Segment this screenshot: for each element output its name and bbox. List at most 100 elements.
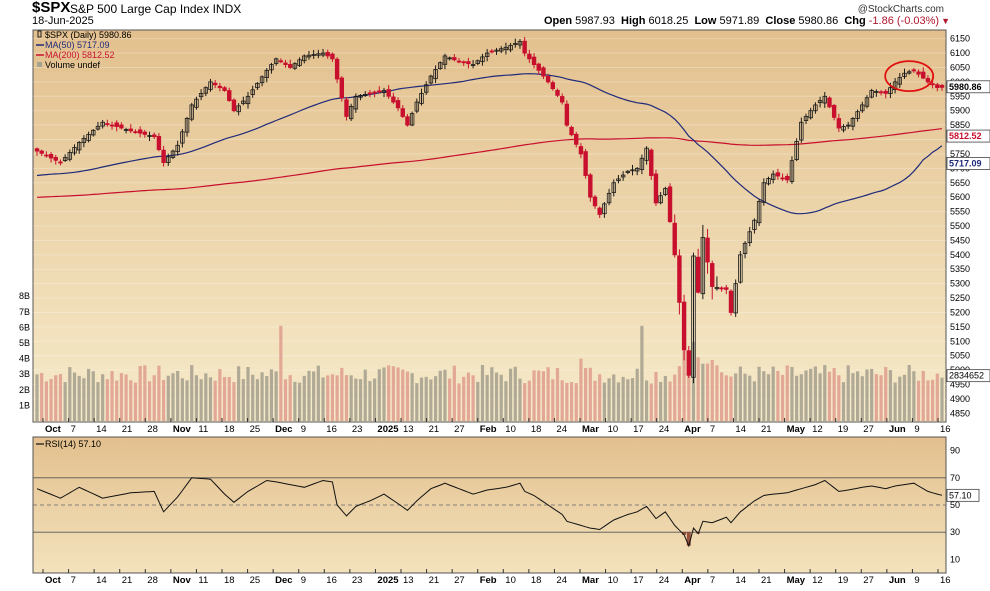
candle-body bbox=[203, 87, 209, 94]
x-tick-label: 12 bbox=[812, 575, 823, 586]
candle-body bbox=[367, 92, 373, 95]
volume-bar bbox=[251, 374, 255, 421]
candle-body bbox=[109, 124, 115, 127]
volume-bar bbox=[448, 378, 452, 421]
volume-bar bbox=[466, 372, 470, 421]
candle-body bbox=[142, 131, 148, 135]
volume-bar bbox=[377, 369, 381, 421]
volume-bar bbox=[916, 380, 921, 421]
candle-body bbox=[499, 48, 504, 52]
volume-bar bbox=[44, 381, 48, 421]
x-tick-label: 27 bbox=[454, 575, 465, 586]
volume-bar bbox=[63, 382, 67, 421]
x-tick-label: 25 bbox=[250, 424, 261, 435]
volume-bar bbox=[701, 363, 705, 421]
volume-bar bbox=[283, 379, 288, 421]
price-tick-label: 5950 bbox=[950, 91, 970, 101]
volume-bar bbox=[673, 374, 677, 421]
price-tick-label: 5250 bbox=[950, 293, 970, 303]
candle-body bbox=[325, 52, 330, 57]
ma50-value-tag-box bbox=[946, 157, 990, 170]
volume-bar bbox=[546, 367, 550, 421]
candle-body bbox=[574, 133, 579, 145]
candle-body bbox=[672, 222, 677, 256]
candle-body bbox=[644, 147, 649, 161]
candle-body bbox=[250, 89, 255, 95]
candle-body bbox=[269, 64, 274, 71]
candle-body bbox=[588, 174, 593, 198]
volume-bar bbox=[152, 375, 156, 421]
x-tick-label: 24 bbox=[659, 424, 670, 435]
volume-bar bbox=[921, 370, 925, 421]
volume-bar bbox=[677, 366, 682, 421]
candle-body bbox=[921, 71, 926, 79]
candle-body bbox=[813, 104, 818, 112]
x-tick-label: 18 bbox=[224, 424, 235, 435]
volume-bar bbox=[724, 375, 728, 421]
candle-body bbox=[855, 111, 860, 119]
x-tick-label: 16 bbox=[326, 424, 337, 435]
price-tick-label: 6050 bbox=[950, 62, 970, 72]
volume-bar bbox=[527, 380, 531, 421]
volume-bar bbox=[523, 383, 527, 421]
volume-bar bbox=[720, 372, 724, 421]
candle-body bbox=[578, 146, 584, 155]
volume-bar bbox=[504, 381, 508, 421]
candle-body bbox=[705, 237, 710, 263]
x-tick-label: 11 bbox=[198, 575, 208, 586]
x-axis-labels: Oct 7 14 21 28 Nov 11 18 25 Dec 9 16 23 2025 13 21 27 Feb… bbox=[42, 569, 951, 586]
volume-bar bbox=[935, 373, 939, 421]
candle-body bbox=[536, 63, 541, 71]
volume-bar bbox=[433, 376, 438, 421]
candle-body bbox=[883, 90, 888, 94]
x-tick-label: 7 bbox=[710, 575, 715, 586]
candle-body bbox=[541, 67, 546, 77]
candle-body bbox=[302, 55, 307, 62]
candle-body bbox=[273, 58, 279, 64]
candle-body bbox=[677, 255, 682, 303]
candle-body bbox=[161, 149, 166, 163]
x-tick-label: 7 bbox=[71, 424, 76, 435]
candle-body bbox=[44, 154, 49, 157]
volume-bar bbox=[143, 365, 147, 421]
volume-bar bbox=[349, 375, 353, 421]
highlight-circle bbox=[884, 60, 935, 93]
candle-body bbox=[208, 81, 213, 90]
volume-bar bbox=[584, 368, 588, 421]
candle-body bbox=[714, 287, 720, 290]
volume-bar bbox=[940, 377, 944, 421]
candle-body bbox=[639, 157, 645, 170]
volume-bar bbox=[354, 378, 358, 421]
price-tick-label: 4850 bbox=[950, 408, 970, 418]
price-tick-label: 6150 bbox=[950, 34, 970, 44]
volume-bar bbox=[757, 366, 761, 421]
price-tick-label: 5100 bbox=[950, 336, 970, 346]
candle-body bbox=[728, 290, 734, 313]
candle-body bbox=[710, 263, 715, 287]
volume-bar bbox=[776, 370, 780, 421]
volume-bar bbox=[260, 372, 264, 421]
x-tick-label: Apr bbox=[684, 424, 701, 435]
copyright-text: @StockCharts.com bbox=[857, 4, 944, 15]
volume-bar bbox=[879, 375, 883, 421]
candle-body bbox=[456, 60, 462, 63]
volume-bar bbox=[485, 375, 489, 421]
candle-body bbox=[719, 287, 724, 290]
volume-bar bbox=[213, 380, 217, 421]
candle-body bbox=[278, 60, 284, 63]
x-tick-label: Jun bbox=[889, 575, 906, 586]
candle-body bbox=[231, 99, 237, 112]
candle-body bbox=[513, 43, 518, 45]
candle-body bbox=[77, 142, 82, 151]
candle-body bbox=[175, 144, 180, 153]
volume-bar bbox=[86, 368, 91, 421]
rsi-value-box bbox=[946, 488, 980, 502]
candle-body bbox=[869, 90, 874, 98]
volume-bar bbox=[490, 367, 494, 421]
x-tick-label: 17 bbox=[633, 575, 644, 586]
volume-bar bbox=[851, 373, 855, 421]
volume-bar bbox=[635, 368, 639, 421]
x-tick-label: 7 bbox=[71, 575, 76, 586]
candle-body bbox=[874, 91, 879, 93]
